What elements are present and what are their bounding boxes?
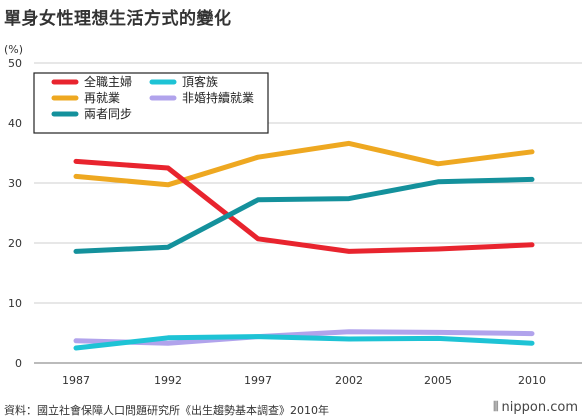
- legend-label: 再就業: [84, 91, 120, 105]
- nippon-logo: ⫴ nippon.com: [493, 400, 578, 415]
- series-line-0: [73, 158, 535, 254]
- x-axis: 1987 1992 1997 2002 2005 2010: [62, 374, 546, 387]
- legend-label: 非婚持續就業: [182, 90, 254, 105]
- logo-text: nippon.com: [501, 400, 578, 415]
- series-lines: [73, 140, 535, 351]
- x-tick-label: 1987: [62, 374, 90, 387]
- y-tick-label: 20: [8, 237, 22, 250]
- y-tick-label: 10: [8, 297, 22, 310]
- series-line-4: [73, 329, 535, 346]
- y-axis-unit: (%): [4, 43, 23, 56]
- series-line-3: [73, 334, 535, 351]
- chart-title: 單身女性理想生活方式的變化: [4, 9, 232, 29]
- y-tick-label: 0: [15, 357, 22, 370]
- x-tick-label: 2002: [335, 374, 363, 387]
- source-year: 2010年: [290, 404, 329, 417]
- y-tick-label: 40: [8, 117, 22, 130]
- x-tick-label: 1992: [154, 374, 182, 387]
- logo-mark-icon: ⫴: [493, 400, 499, 415]
- series-line-2: [73, 176, 535, 254]
- x-tick-label: 1997: [244, 374, 272, 387]
- x-tick-label: 2010: [518, 374, 546, 387]
- legend-label: 全職主婦: [84, 74, 132, 89]
- legend-label: 兩者同步: [84, 107, 132, 121]
- series-line-1: [73, 140, 535, 188]
- y-axis: (%) 0 10 20 30 40 50: [4, 43, 23, 370]
- legend-label: 頂客族: [182, 74, 218, 89]
- y-tick-label: 30: [8, 177, 22, 190]
- x-tick-label: 2005: [424, 374, 452, 387]
- y-tick-label: 50: [8, 57, 22, 70]
- source-note: 資料：國立社會保障人口問題研究所《出生趨勢基本調查》2010年: [4, 402, 329, 418]
- grid-lines: [34, 62, 582, 364]
- source-text: 資料：國立社會保障人口問題研究所《出生趨勢基本調查》: [4, 404, 290, 417]
